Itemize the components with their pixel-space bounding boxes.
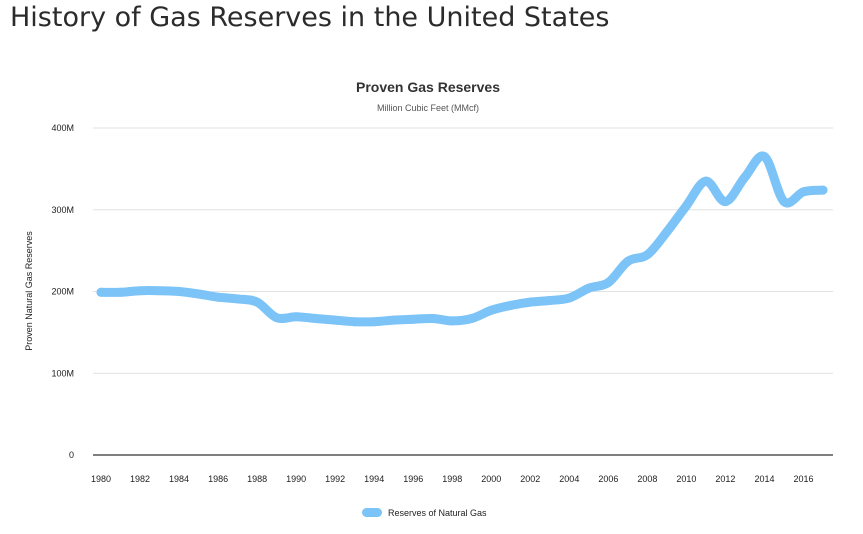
x-tick-label: 2014: [754, 474, 774, 484]
data-point[interactable]: [291, 312, 301, 322]
y-tick-label: 100M: [51, 368, 74, 378]
data-point[interactable]: [272, 313, 282, 323]
x-tick-label: 1998: [442, 474, 462, 484]
data-point[interactable]: [252, 297, 262, 307]
x-tick-label: 2010: [676, 474, 696, 484]
x-tick-label: 1992: [325, 474, 345, 484]
data-point[interactable]: [447, 316, 457, 326]
data-point[interactable]: [564, 293, 574, 303]
data-point[interactable]: [408, 314, 418, 324]
data-point[interactable]: [681, 201, 691, 211]
data-point[interactable]: [233, 294, 243, 304]
data-point[interactable]: [642, 250, 652, 260]
data-point[interactable]: [428, 314, 438, 323]
gridlines: [93, 127, 833, 456]
data-point[interactable]: [720, 197, 730, 207]
y-axis-ticks: 0 100M 200M 300M 400M: [51, 123, 74, 460]
data-point[interactable]: [603, 278, 613, 287]
y-tick-label: 400M: [51, 123, 74, 133]
x-tick-label: 2006: [598, 474, 618, 484]
x-tick-label: 2012: [715, 474, 735, 484]
x-tick-label: 1986: [208, 474, 228, 484]
x-tick-label: 2004: [559, 474, 579, 484]
y-tick-label: 0: [69, 450, 74, 460]
chart-subtitle: Million Cubic Feet (MMcf): [377, 103, 479, 113]
data-point[interactable]: [194, 289, 204, 299]
y-tick-label: 200M: [51, 287, 74, 297]
data-point[interactable]: [389, 315, 399, 325]
data-point[interactable]: [799, 187, 808, 197]
x-tick-label: 2008: [637, 474, 657, 484]
data-point[interactable]: [760, 152, 769, 162]
data-point[interactable]: [330, 315, 340, 325]
data-point[interactable]: [155, 286, 164, 296]
data-point[interactable]: [623, 256, 633, 266]
y-tick-label: 300M: [51, 205, 74, 215]
data-point[interactable]: [350, 317, 360, 327]
data-point[interactable]: [818, 185, 828, 195]
x-tick-label: 2000: [481, 474, 501, 484]
legend[interactable]: Reserves of Natural Gas: [362, 508, 487, 518]
data-point[interactable]: [467, 314, 477, 323]
data-point[interactable]: [96, 287, 106, 297]
series-group: [96, 151, 828, 327]
legend-label[interactable]: Reserves of Natural Gas: [388, 508, 487, 518]
x-tick-label: 1982: [130, 474, 150, 484]
x-tick-label: 1994: [364, 474, 384, 484]
data-point[interactable]: [213, 292, 223, 302]
data-point[interactable]: [369, 317, 379, 327]
legend-swatch[interactable]: [362, 508, 382, 517]
y-axis-label: Proven Natural Gas Reserves: [24, 231, 34, 351]
data-point[interactable]: [486, 305, 496, 315]
page-title: History of Gas Reserves in the United St…: [10, 2, 610, 33]
data-point[interactable]: [545, 296, 555, 305]
data-point[interactable]: [779, 197, 789, 207]
x-tick-label: 1980: [91, 474, 111, 484]
x-tick-label: 1996: [403, 474, 423, 484]
x-tick-label: 2016: [793, 474, 813, 484]
data-point[interactable]: [116, 287, 125, 297]
x-tick-label: 1990: [286, 474, 306, 484]
chart-title: Proven Gas Reserves: [356, 79, 500, 95]
data-point[interactable]: [135, 286, 145, 296]
x-axis-ticks: 1980 1982 1984 1986 1988 1990 1992 1994 1996 1998…: [91, 474, 814, 484]
x-tick-label: 2002: [520, 474, 540, 484]
data-point[interactable]: [701, 176, 711, 186]
data-point[interactable]: [584, 283, 594, 293]
data-point[interactable]: [740, 172, 750, 182]
data-point[interactable]: [525, 297, 535, 307]
series-line-reserves[interactable]: [96, 151, 828, 327]
data-point[interactable]: [662, 227, 672, 237]
data-point[interactable]: [506, 300, 516, 310]
data-point[interactable]: [174, 287, 184, 296]
data-point[interactable]: [311, 314, 321, 323]
x-tick-label: 1988: [247, 474, 267, 484]
x-tick-label: 1984: [169, 474, 189, 484]
